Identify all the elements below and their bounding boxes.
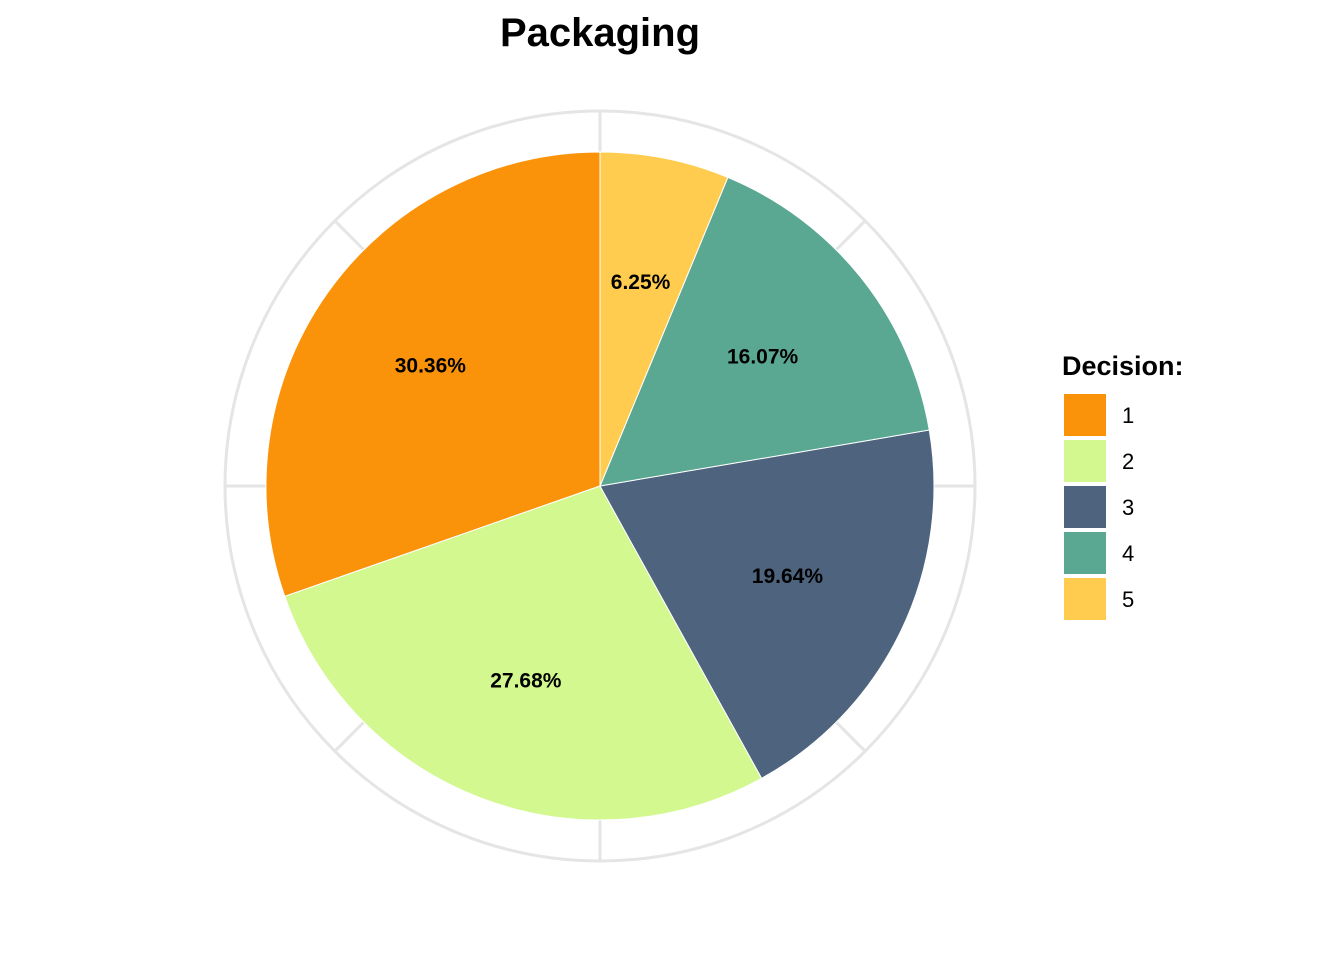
grid-spoke: [335, 221, 364, 250]
legend-swatch-1: [1064, 394, 1106, 436]
legend-swatch-4: [1064, 532, 1106, 574]
legend-label-1: 1: [1122, 403, 1134, 428]
legend-swatch-3: [1064, 486, 1106, 528]
legend: Decision: 1 2 3 4 5: [1062, 351, 1184, 620]
pie-slices: [266, 152, 934, 820]
slice-label-4: 16.07%: [727, 345, 799, 368]
slice-label-3: 19.64%: [752, 565, 824, 588]
legend-label-4: 4: [1122, 541, 1134, 566]
legend-items: 1 2 3 4 5: [1064, 394, 1134, 620]
chart-title: Packaging: [500, 11, 700, 55]
slice-label-2: 27.68%: [490, 669, 562, 692]
grid-spoke: [836, 722, 865, 751]
slice-label-5: 6.25%: [611, 271, 671, 294]
grid-spoke: [335, 722, 364, 751]
legend-label-3: 3: [1122, 495, 1134, 520]
legend-label-2: 2: [1122, 449, 1134, 474]
legend-label-5: 5: [1122, 587, 1134, 612]
grid-spoke: [836, 221, 865, 250]
legend-title: Decision:: [1062, 351, 1184, 381]
slice-label-1: 30.36%: [395, 355, 467, 378]
legend-swatch-2: [1064, 440, 1106, 482]
legend-swatch-5: [1064, 578, 1106, 620]
